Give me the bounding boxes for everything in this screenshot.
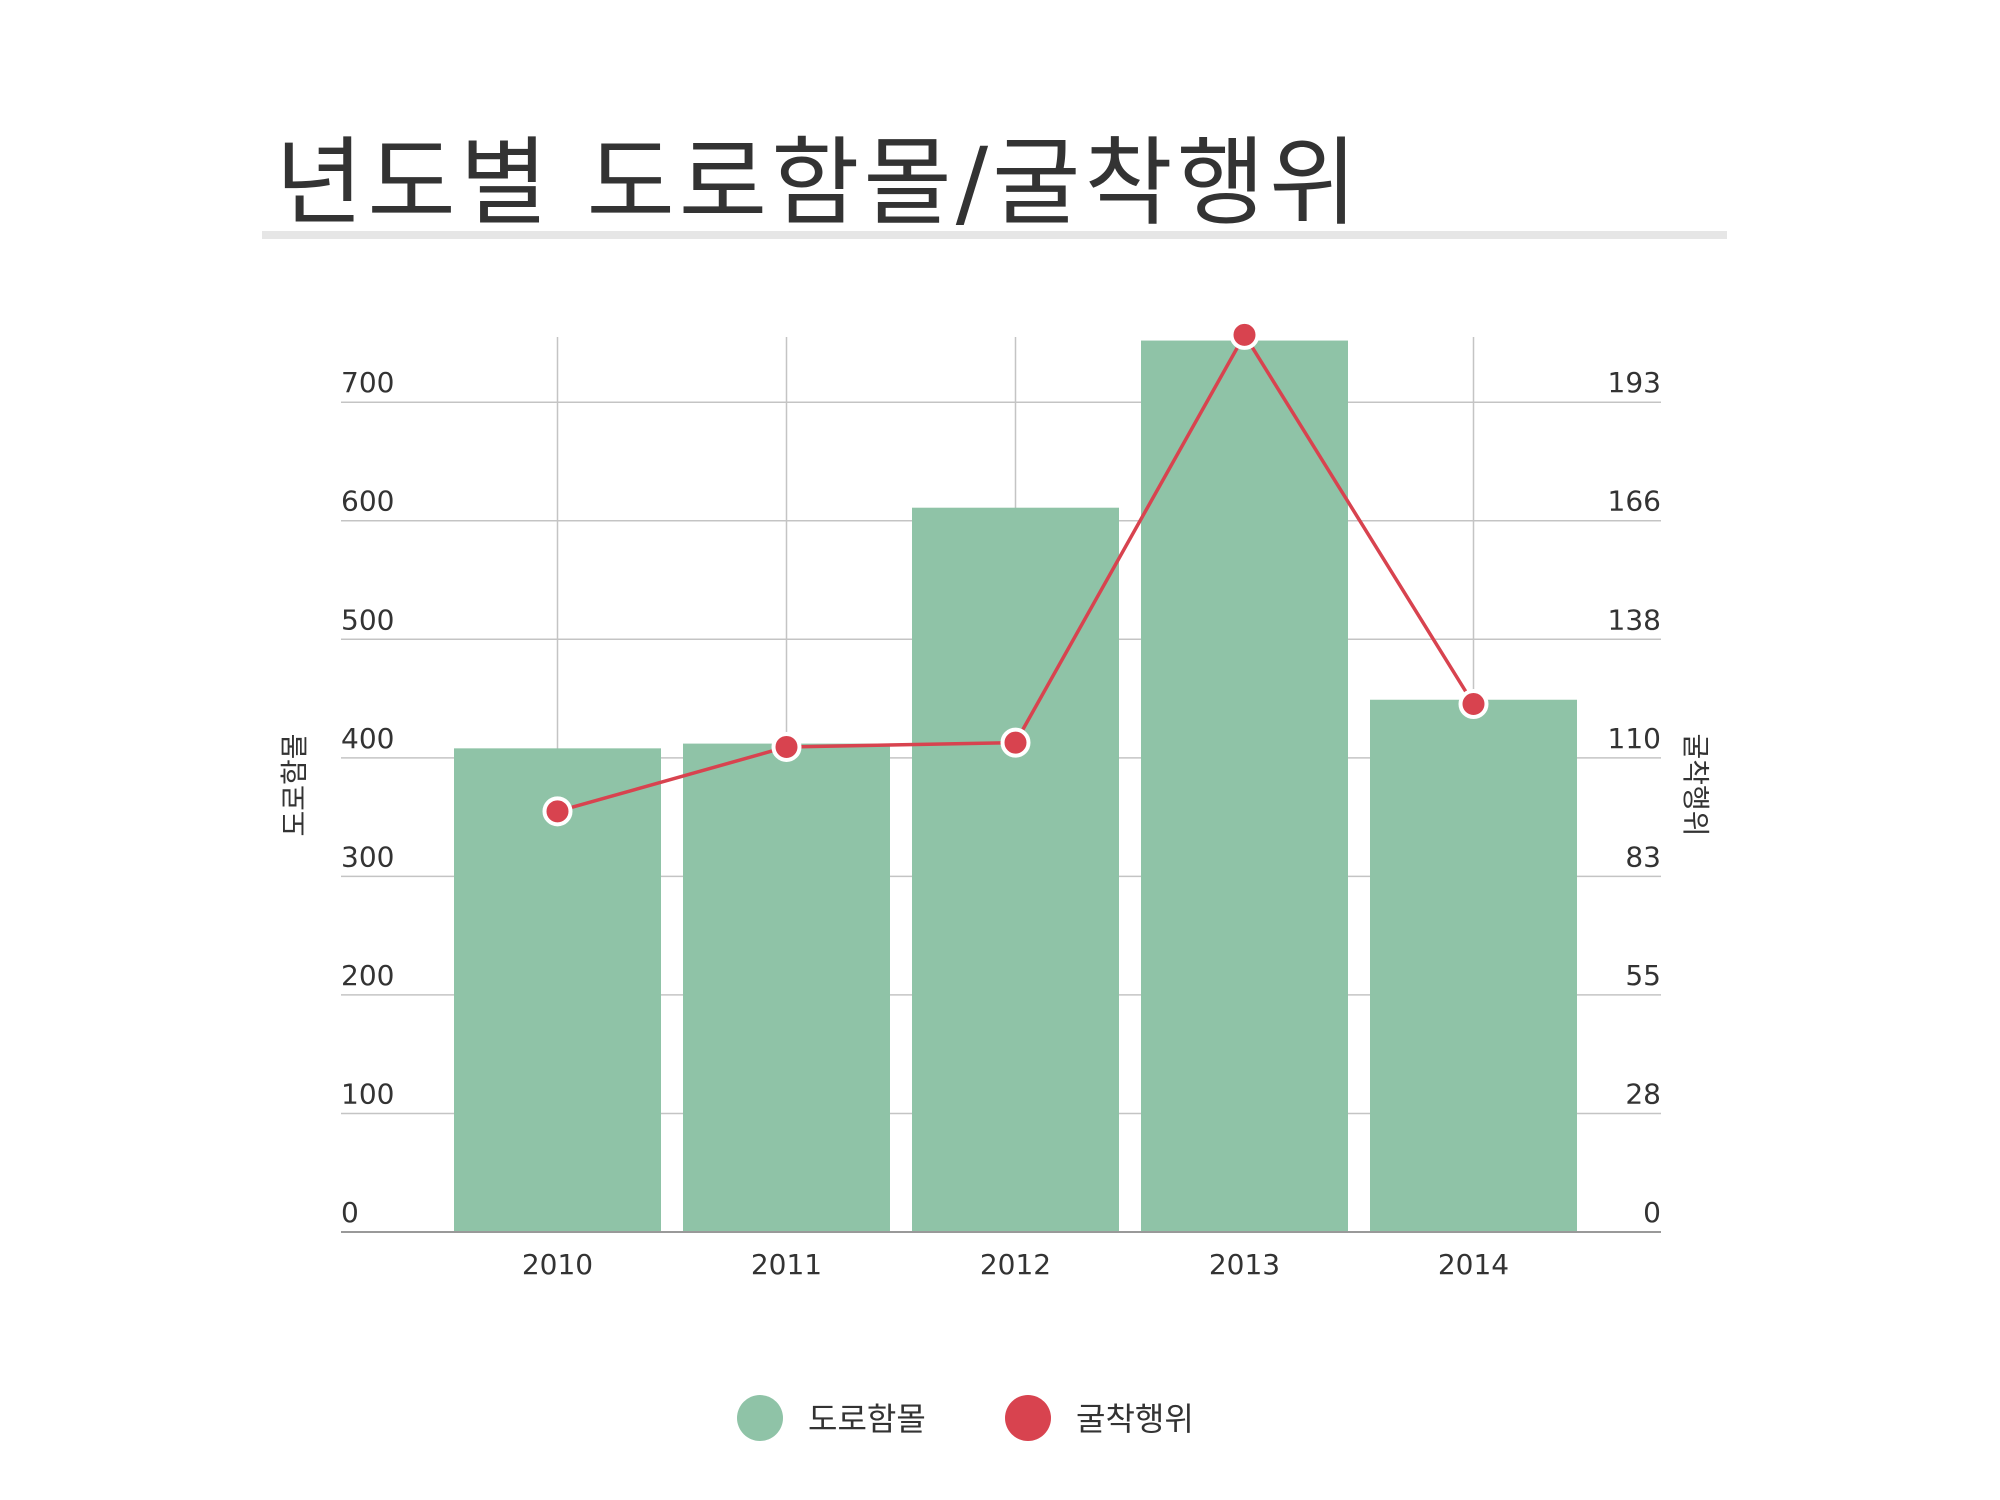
x-tick-label: 2014	[1438, 1248, 1509, 1281]
x-tick-label: 2012	[980, 1248, 1051, 1281]
y-left-tick-label: 500	[341, 603, 394, 636]
line-point-2011	[771, 731, 802, 762]
chart-title: 년도별 도로함몰/굴착행위	[275, 127, 1362, 239]
line-point-2010	[542, 796, 573, 827]
bar-2011	[683, 743, 890, 1232]
y-left-tick-label: 400	[341, 722, 394, 755]
y-left-tick-label: 700	[341, 366, 394, 399]
x-tick-label: 2010	[522, 1248, 593, 1281]
y-right-tick-label: 138	[1608, 603, 1661, 636]
legend: 도로함몰 굴착행위	[737, 1395, 1194, 1441]
title-divider	[262, 231, 1727, 239]
y-left-tick-label: 600	[341, 485, 394, 518]
legend-label: 도로함몰	[808, 1400, 926, 1438]
bar-2013	[1141, 340, 1348, 1233]
legend-swatch-bar	[737, 1395, 783, 1441]
bar-2014	[1370, 699, 1577, 1232]
y-right-tick-label: 110	[1608, 722, 1661, 755]
y-right-tick-label: 193	[1608, 366, 1661, 399]
bar-2010	[454, 748, 661, 1232]
legend-label: 굴착행위	[1076, 1400, 1194, 1438]
bar-series	[454, 340, 1577, 1233]
legend-swatch-line	[1005, 1395, 1051, 1441]
line-point-2014	[1458, 689, 1489, 720]
y-left-tick-label: 300	[341, 840, 394, 873]
line-point-2012	[1000, 727, 1031, 758]
y-right-axis-title: 굴착행위	[1679, 733, 1712, 836]
y-right-tick-label: 83	[1625, 840, 1661, 873]
line-point-2013	[1229, 319, 1260, 350]
y-right-tick-label: 55	[1625, 959, 1661, 992]
y-left-tick-label: 0	[341, 1196, 359, 1229]
bar-2012	[912, 507, 1119, 1232]
y-right-tick-label: 166	[1608, 485, 1661, 518]
x-tick-label: 2011	[751, 1248, 822, 1281]
y-left-tick-label: 200	[341, 959, 394, 992]
y-left-axis-title: 도로함몰	[278, 733, 311, 836]
axes: 0 100 200 300 400 500 600 700 0 28 55 83 110 138 166 19…	[278, 366, 1712, 1281]
line-series	[542, 319, 1489, 827]
y-right-tick-label: 28	[1625, 1077, 1661, 1110]
x-tick-label: 2013	[1209, 1248, 1280, 1281]
y-left-tick-label: 100	[341, 1077, 394, 1110]
y-right-tick-label: 0	[1643, 1196, 1661, 1229]
